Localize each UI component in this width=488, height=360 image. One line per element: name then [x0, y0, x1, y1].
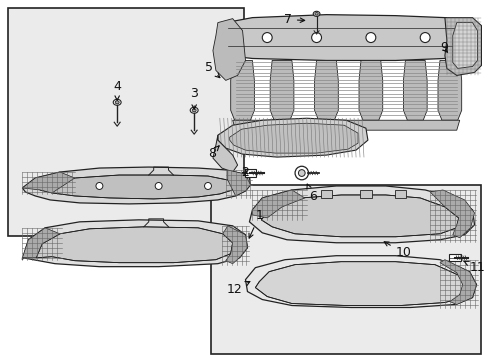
Bar [320, 190, 332, 198]
Polygon shape [255, 262, 466, 306]
Polygon shape [38, 175, 235, 199]
Ellipse shape [313, 11, 319, 17]
Text: 12: 12 [226, 282, 249, 296]
Polygon shape [252, 190, 304, 218]
Circle shape [311, 32, 321, 42]
Circle shape [298, 170, 305, 176]
Ellipse shape [115, 101, 119, 104]
Polygon shape [230, 60, 254, 120]
Text: 10: 10 [384, 242, 410, 259]
Polygon shape [212, 135, 237, 172]
Polygon shape [22, 220, 247, 267]
Polygon shape [22, 172, 75, 193]
Text: 1: 1 [248, 210, 263, 238]
Polygon shape [314, 60, 338, 120]
Ellipse shape [113, 99, 121, 105]
Polygon shape [36, 227, 232, 263]
Polygon shape [22, 228, 60, 258]
Ellipse shape [190, 107, 198, 113]
Text: 4: 4 [113, 80, 121, 100]
Circle shape [365, 32, 375, 42]
Polygon shape [232, 120, 459, 130]
Circle shape [294, 166, 308, 180]
Polygon shape [212, 19, 245, 80]
Polygon shape [358, 60, 382, 120]
Bar [359, 190, 371, 198]
Circle shape [419, 32, 429, 42]
Ellipse shape [192, 109, 196, 112]
Polygon shape [439, 260, 475, 305]
Polygon shape [429, 190, 473, 238]
Bar [394, 190, 406, 198]
Polygon shape [218, 118, 367, 157]
Polygon shape [452, 23, 476, 68]
Polygon shape [227, 170, 250, 196]
Circle shape [155, 183, 162, 189]
Ellipse shape [314, 13, 318, 15]
Polygon shape [261, 195, 458, 237]
Text: 6: 6 [306, 184, 316, 203]
Polygon shape [22, 167, 250, 204]
Bar [244, 169, 256, 177]
Polygon shape [444, 18, 481, 75]
Text: 2: 2 [241, 166, 249, 179]
Polygon shape [437, 60, 461, 120]
Bar [210, 185, 480, 354]
Polygon shape [223, 226, 247, 264]
Circle shape [96, 183, 102, 189]
Polygon shape [229, 123, 357, 153]
Polygon shape [249, 186, 473, 243]
Polygon shape [403, 60, 426, 120]
Text: 9: 9 [439, 41, 447, 54]
Polygon shape [270, 60, 293, 120]
Polygon shape [245, 256, 475, 307]
Text: 11: 11 [463, 261, 485, 274]
Text: 8: 8 [207, 146, 219, 159]
Bar [8, 8, 244, 235]
Polygon shape [218, 15, 478, 60]
Text: 3: 3 [190, 87, 198, 109]
Bar [448, 254, 460, 261]
Text: 7: 7 [284, 13, 304, 26]
Text: 5: 5 [204, 61, 220, 78]
Circle shape [262, 32, 272, 42]
Circle shape [204, 183, 211, 189]
